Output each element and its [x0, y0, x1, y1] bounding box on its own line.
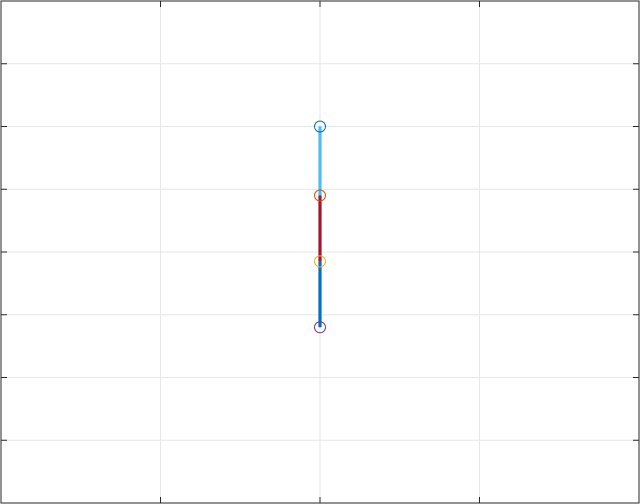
data-point-marker [314, 189, 326, 202]
data-point-marker [314, 120, 326, 133]
data-point-marker [314, 321, 326, 334]
marker-group [314, 120, 326, 334]
data-point-marker [314, 255, 326, 268]
